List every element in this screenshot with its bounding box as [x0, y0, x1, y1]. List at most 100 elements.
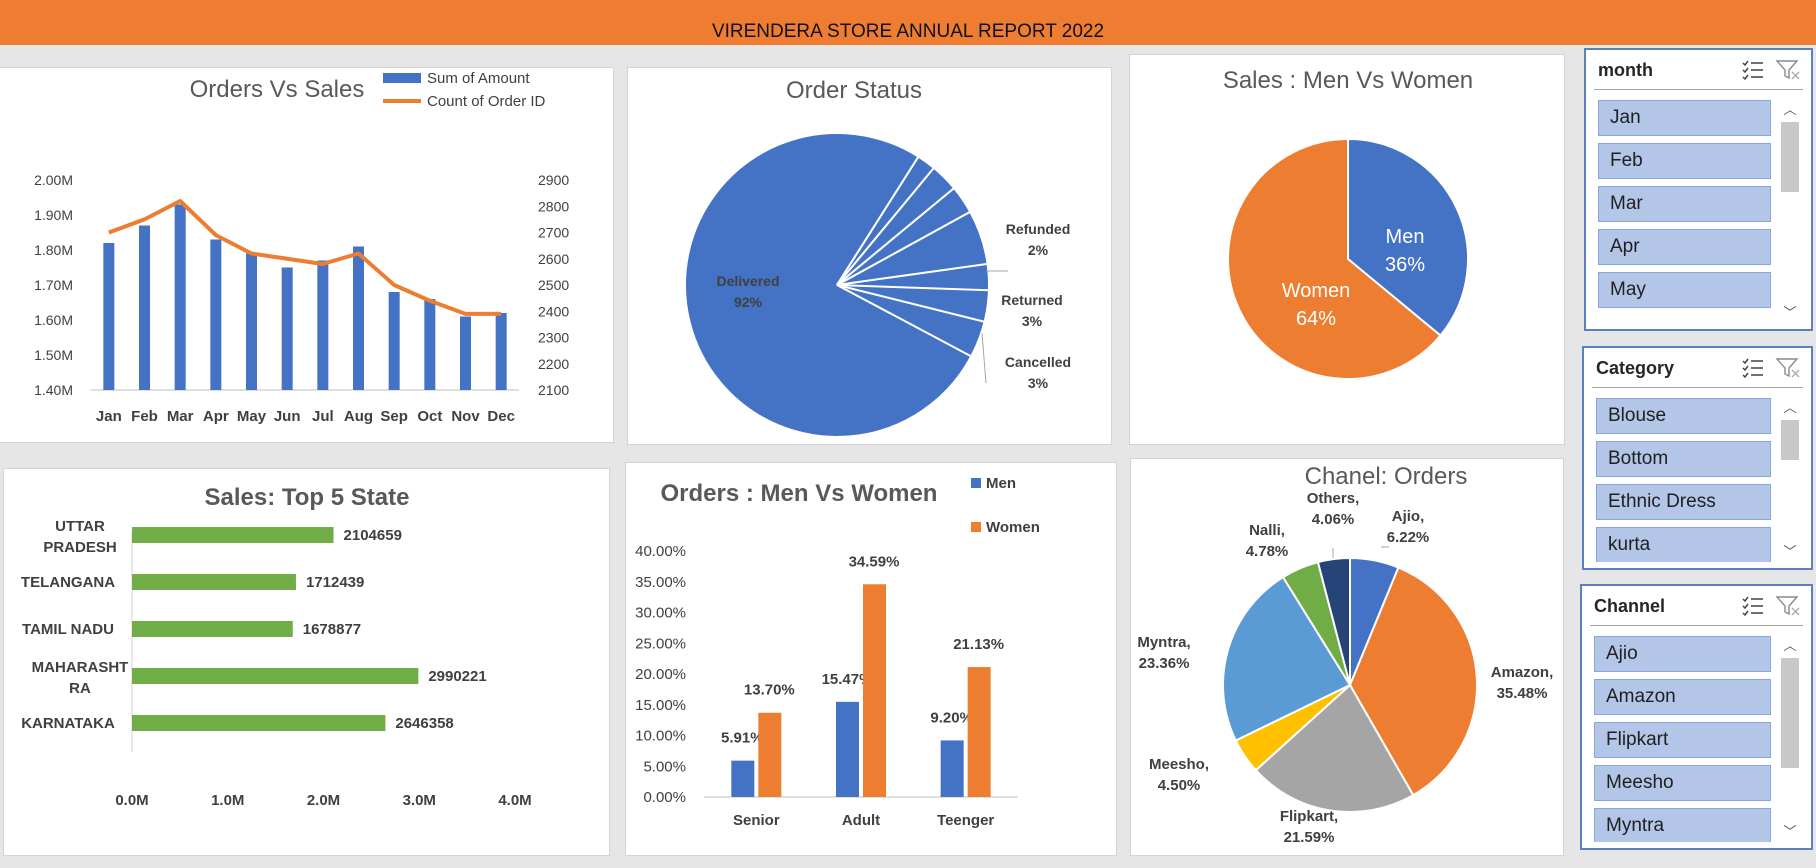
multi-select-icon[interactable] [1741, 595, 1765, 617]
scroll-up-icon[interactable]: ︿ [1783, 638, 1797, 653]
slice-label-name: Delivered [716, 273, 779, 289]
bar-men [940, 740, 964, 797]
y-left-tick: 1.50M [34, 347, 73, 363]
slice-label-name: Ajio, [1392, 508, 1425, 525]
pie-slice [1347, 137, 1469, 337]
bar-amount [210, 239, 222, 390]
chart-title: Orders Vs Sales [190, 76, 365, 103]
bar-data-label: 34.59% [849, 553, 900, 570]
y-tick: MAHARASHT [32, 659, 129, 676]
slicer-item-bottom[interactable]: Bottom [1596, 441, 1771, 477]
slicer-header: Channel [1590, 586, 1803, 626]
scroll-down-icon[interactable]: ﹀ [1783, 544, 1797, 559]
scroll-thumb[interactable] [1781, 420, 1799, 460]
y-right-tick: 2400 [538, 303, 569, 319]
channel-orders-panel: Chanel: Orders Ajio, 6.22% Amazon, 35.48% Fli… [1130, 458, 1564, 856]
top-states-panel: Sales: Top 5 State 2104659 UTTAR PRADESH 171… [3, 468, 610, 856]
scroll-up-icon[interactable]: ︿ [1783, 102, 1797, 117]
multi-select-icon[interactable] [1741, 59, 1765, 81]
slice-label-pct: 36% [1385, 254, 1425, 276]
bar-men [731, 760, 755, 797]
scrollbar[interactable]: ︿ ﹀ [1779, 636, 1801, 842]
top-states-chart: Sales: Top 5 State 2104659 UTTAR PRADESH 171… [21, 484, 532, 809]
slicer-item-meesho[interactable]: Meesho [1594, 765, 1771, 801]
slicer-item-mar[interactable]: Mar [1598, 186, 1771, 222]
bar-amount [353, 246, 364, 390]
y-tick: KARNATAKA [21, 715, 115, 732]
channel-slicer[interactable]: Channel Ajio Amazon Flipkart Meesho Myntra ︿… [1580, 584, 1813, 850]
slice-separator [836, 284, 972, 358]
report-title: VIRENDERA STORE ANNUAL REPORT 2022 [711, 21, 1105, 42]
bar-amount [460, 316, 471, 390]
slicer-item-jan[interactable]: Jan [1598, 100, 1771, 136]
slice-separator [836, 284, 985, 323]
chart-title: Sales : Men Vs Women [1223, 67, 1473, 94]
slice-label-pct: 4.06% [1312, 511, 1355, 528]
x-tick: Adult [842, 812, 880, 829]
slicer-title: Channel [1594, 596, 1666, 616]
x-tick: Senior [733, 812, 780, 829]
slice-label-name: Meesho, [1149, 756, 1209, 773]
legend-label-amount: Sum of Amount [427, 70, 530, 87]
x-tick: Dec [487, 408, 515, 425]
scroll-down-icon[interactable]: ﹀ [1783, 305, 1797, 320]
slice-label-name: Myntra, [1137, 634, 1190, 651]
clear-filter-icon[interactable] [1775, 594, 1801, 618]
line-orders [108, 199, 502, 316]
slicer-item-myntra[interactable]: Myntra [1594, 808, 1771, 842]
scroll-thumb[interactable] [1781, 122, 1799, 192]
slicer-item-blouse[interactable]: Blouse [1596, 398, 1771, 434]
slicer-item-flipkart[interactable]: Flipkart [1594, 722, 1771, 758]
slicer-items: Ajio Amazon Flipkart Meesho Myntra [1594, 636, 1771, 842]
y-right-tick: 2100 [538, 382, 569, 398]
chart-title: Chanel: Orders [1305, 463, 1468, 490]
y-tick: 0.00% [643, 789, 686, 806]
slicer-item-may[interactable]: May [1598, 272, 1771, 308]
scrollbar[interactable]: ︿ ﹀ [1779, 398, 1801, 562]
scrollbar[interactable]: ︿ ﹀ [1779, 100, 1801, 323]
bar-data-label: 5.91% [721, 730, 764, 747]
multi-select-icon[interactable] [1741, 357, 1765, 379]
scroll-thumb[interactable] [1781, 658, 1799, 768]
bar-data-label: 1678877 [303, 621, 361, 638]
scroll-up-icon[interactable]: ︿ [1783, 400, 1797, 415]
slicer-item-ajio[interactable]: Ajio [1594, 636, 1771, 672]
slice-label-pct: 35.48% [1497, 685, 1548, 702]
slicer-title: Category [1596, 358, 1675, 378]
slicer-item-kurta[interactable]: kurta [1596, 527, 1771, 562]
x-tick: Jul [312, 408, 334, 425]
bar-state [132, 574, 296, 590]
bar-data-label: 9.20% [930, 709, 973, 726]
bar-state [132, 715, 386, 731]
category-slicer[interactable]: Category Blouse Bottom Ethnic Dress kurta ︿… [1582, 346, 1813, 570]
scroll-down-icon[interactable]: ﹀ [1783, 824, 1797, 839]
report-header: VIRENDERA STORE ANNUAL REPORT 2022 [0, 0, 1816, 45]
x-tick: Jun [274, 408, 301, 425]
slicer-item-ethnic-dress[interactable]: Ethnic Dress [1596, 484, 1771, 520]
bar-data-label: 2646358 [395, 715, 453, 732]
clear-filter-icon[interactable] [1775, 356, 1801, 380]
slice-label-pct: 6.22% [1387, 529, 1430, 546]
slice-label-pct: 4.78% [1246, 543, 1289, 560]
slicer-item-apr[interactable]: Apr [1598, 229, 1771, 265]
bar-women [758, 712, 782, 797]
x-tick: Teenger [937, 812, 994, 829]
y-tick: TELANGANA [21, 574, 115, 591]
bar-data-label: 15.47% [822, 671, 873, 688]
pie-slice [1227, 137, 1442, 380]
y-left-tick: 1.80M [34, 242, 73, 258]
y-tick: 10.00% [635, 728, 686, 745]
slicer-item-feb[interactable]: Feb [1598, 143, 1771, 179]
month-slicer[interactable]: month Jan Feb Mar Apr May ︿ ﹀ [1584, 48, 1813, 331]
y-tick: 35.00% [635, 574, 686, 591]
y-left-tick: 2.00M [34, 172, 73, 188]
chart-title: Sales: Top 5 State [205, 484, 410, 511]
order-status-panel: Order Status Delivered 92% Refunded 2% Return… [627, 67, 1112, 445]
bar-amount [103, 243, 115, 390]
slicer-item-amazon[interactable]: Amazon [1594, 679, 1771, 715]
bar-state [132, 527, 334, 543]
slicer-items: Blouse Bottom Ethnic Dress kurta [1596, 398, 1771, 562]
bar-men [836, 701, 859, 797]
clear-filter-icon[interactable] [1775, 58, 1801, 82]
y-left-tick: 1.40M [34, 382, 73, 398]
